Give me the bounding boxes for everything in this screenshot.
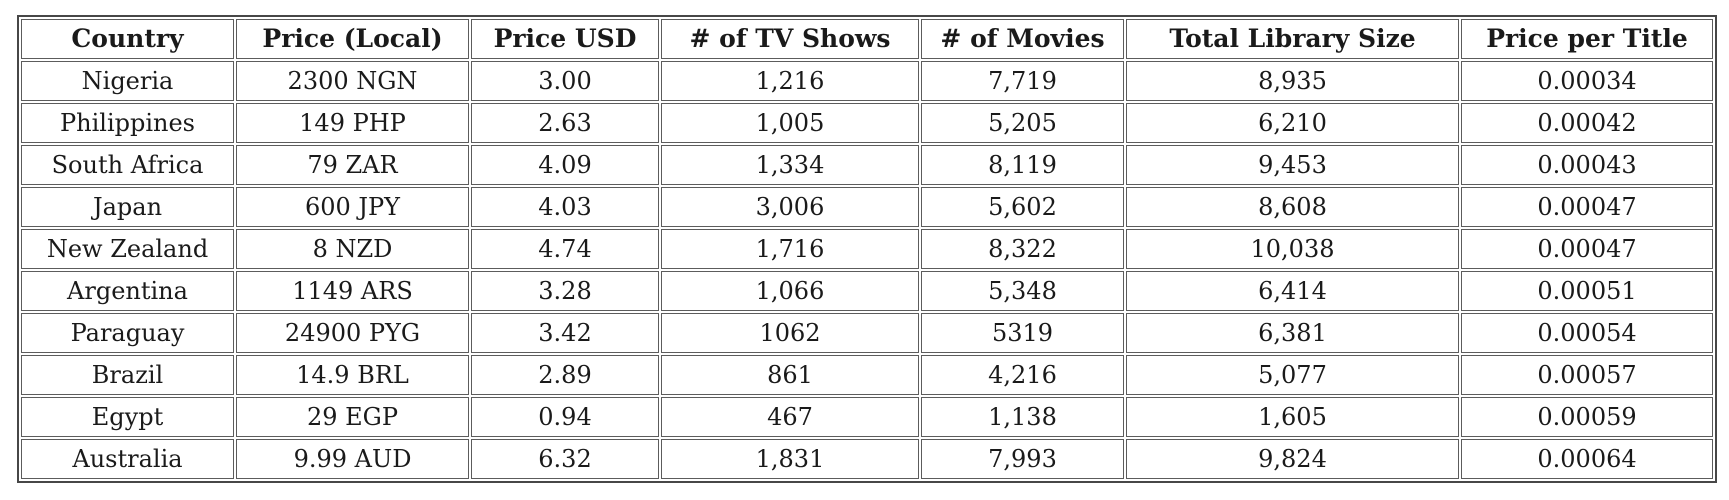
table-cell: South Africa [21,145,234,185]
table-cell: 4,216 [921,355,1124,395]
table-cell: 6,414 [1126,271,1459,311]
table-cell: 5,077 [1126,355,1459,395]
table-cell: 7,719 [921,61,1124,101]
table-cell: New Zealand [21,229,234,269]
table-cell: 1,066 [661,271,919,311]
table-cell: Brazil [21,355,234,395]
column-header: Total Library Size [1126,19,1459,59]
table-cell: 79 ZAR [236,145,469,185]
table-cell: Philippines [21,103,234,143]
table-cell: 5,602 [921,187,1124,227]
table-cell: 9,824 [1126,439,1459,479]
column-header: Price per Title [1461,19,1713,59]
table-cell: 861 [661,355,919,395]
table-cell: 3,006 [661,187,919,227]
table-cell: 0.00059 [1461,397,1713,437]
column-header: # of TV Shows [661,19,919,59]
table-row: Paraguay 24900 PYG 3.42 1062 5319 6,381 0.0005… [21,313,1713,353]
table-cell: 1,831 [661,439,919,479]
column-header: # of Movies [921,19,1124,59]
pricing-table: Country Price (Local) Price USD # of TV Sho… [17,15,1717,483]
table-cell: 0.00047 [1461,229,1713,269]
table-cell: 8,119 [921,145,1124,185]
table-row: New Zealand 8 NZD 4.74 1,716 8,322 10,038 0.00… [21,229,1713,269]
table-row: Nigeria 2300 NGN 3.00 1,216 7,719 8,935 0.0003… [21,61,1713,101]
table-cell: Paraguay [21,313,234,353]
table-cell: 600 JPY [236,187,469,227]
table-cell: 0.00042 [1461,103,1713,143]
header-row: Country Price (Local) Price USD # of TV Sho… [21,19,1713,59]
table-cell: Australia [21,439,234,479]
table-cell: 8 NZD [236,229,469,269]
table-row: Egypt 29 EGP 0.94 467 1,138 1,605 0.00059 [21,397,1713,437]
table-cell: 149 PHP [236,103,469,143]
table-cell: 1,716 [661,229,919,269]
table-row: Japan 600 JPY 4.03 3,006 5,602 8,608 0.00047 [21,187,1713,227]
table-cell: 0.00057 [1461,355,1713,395]
table-cell: 6,210 [1126,103,1459,143]
table-cell: 0.00047 [1461,187,1713,227]
table-cell: 4.09 [471,145,659,185]
table-row: South Africa 79 ZAR 4.09 1,334 8,119 9,453 0.0… [21,145,1713,185]
table-cell: Japan [21,187,234,227]
table-cell: Nigeria [21,61,234,101]
table-cell: 9,453 [1126,145,1459,185]
table-cell: 29 EGP [236,397,469,437]
table-cell: 3.42 [471,313,659,353]
table-cell: 3.00 [471,61,659,101]
table-cell: 8,935 [1126,61,1459,101]
column-header: Price USD [471,19,659,59]
table-cell: 14.9 BRL [236,355,469,395]
table-cell: 467 [661,397,919,437]
table-body: Nigeria 2300 NGN 3.00 1,216 7,719 8,935 0.0003… [21,61,1713,479]
table-cell: 1,005 [661,103,919,143]
table-cell: 0.00034 [1461,61,1713,101]
table-cell: 0.94 [471,397,659,437]
table-cell: 1,334 [661,145,919,185]
table-cell: 0.00051 [1461,271,1713,311]
table-row: Argentina 1149 ARS 3.28 1,066 5,348 6,414 0.00… [21,271,1713,311]
table-cell: 6,381 [1126,313,1459,353]
table-cell: 4.74 [471,229,659,269]
table-cell: 8,608 [1126,187,1459,227]
table-cell: 24900 PYG [236,313,469,353]
table-cell: 2.63 [471,103,659,143]
table-cell: 1,138 [921,397,1124,437]
table-cell: 1062 [661,313,919,353]
table-cell: 4.03 [471,187,659,227]
table-cell: 1,605 [1126,397,1459,437]
column-header: Price (Local) [236,19,469,59]
table-cell: 8,322 [921,229,1124,269]
table-cell: 10,038 [1126,229,1459,269]
table-cell: 9.99 AUD [236,439,469,479]
table-cell: Egypt [21,397,234,437]
table-row: Philippines 149 PHP 2.63 1,005 5,205 6,210 0.0… [21,103,1713,143]
table-cell: 2300 NGN [236,61,469,101]
table-cell: 0.00043 [1461,145,1713,185]
table-cell: 5319 [921,313,1124,353]
table-cell: 1,216 [661,61,919,101]
table-cell: 5,205 [921,103,1124,143]
table-cell: 3.28 [471,271,659,311]
table-cell: 1149 ARS [236,271,469,311]
table-cell: Argentina [21,271,234,311]
table-cell: 2.89 [471,355,659,395]
table-cell: 0.00064 [1461,439,1713,479]
column-header: Country [21,19,234,59]
table-row: Brazil 14.9 BRL 2.89 861 4,216 5,077 0.00057 [21,355,1713,395]
table-row: Australia 9.99 AUD 6.32 1,831 7,993 9,824 0.00… [21,439,1713,479]
table-cell: 7,993 [921,439,1124,479]
table-cell: 6.32 [471,439,659,479]
table-cell: 5,348 [921,271,1124,311]
table-cell: 0.00054 [1461,313,1713,353]
